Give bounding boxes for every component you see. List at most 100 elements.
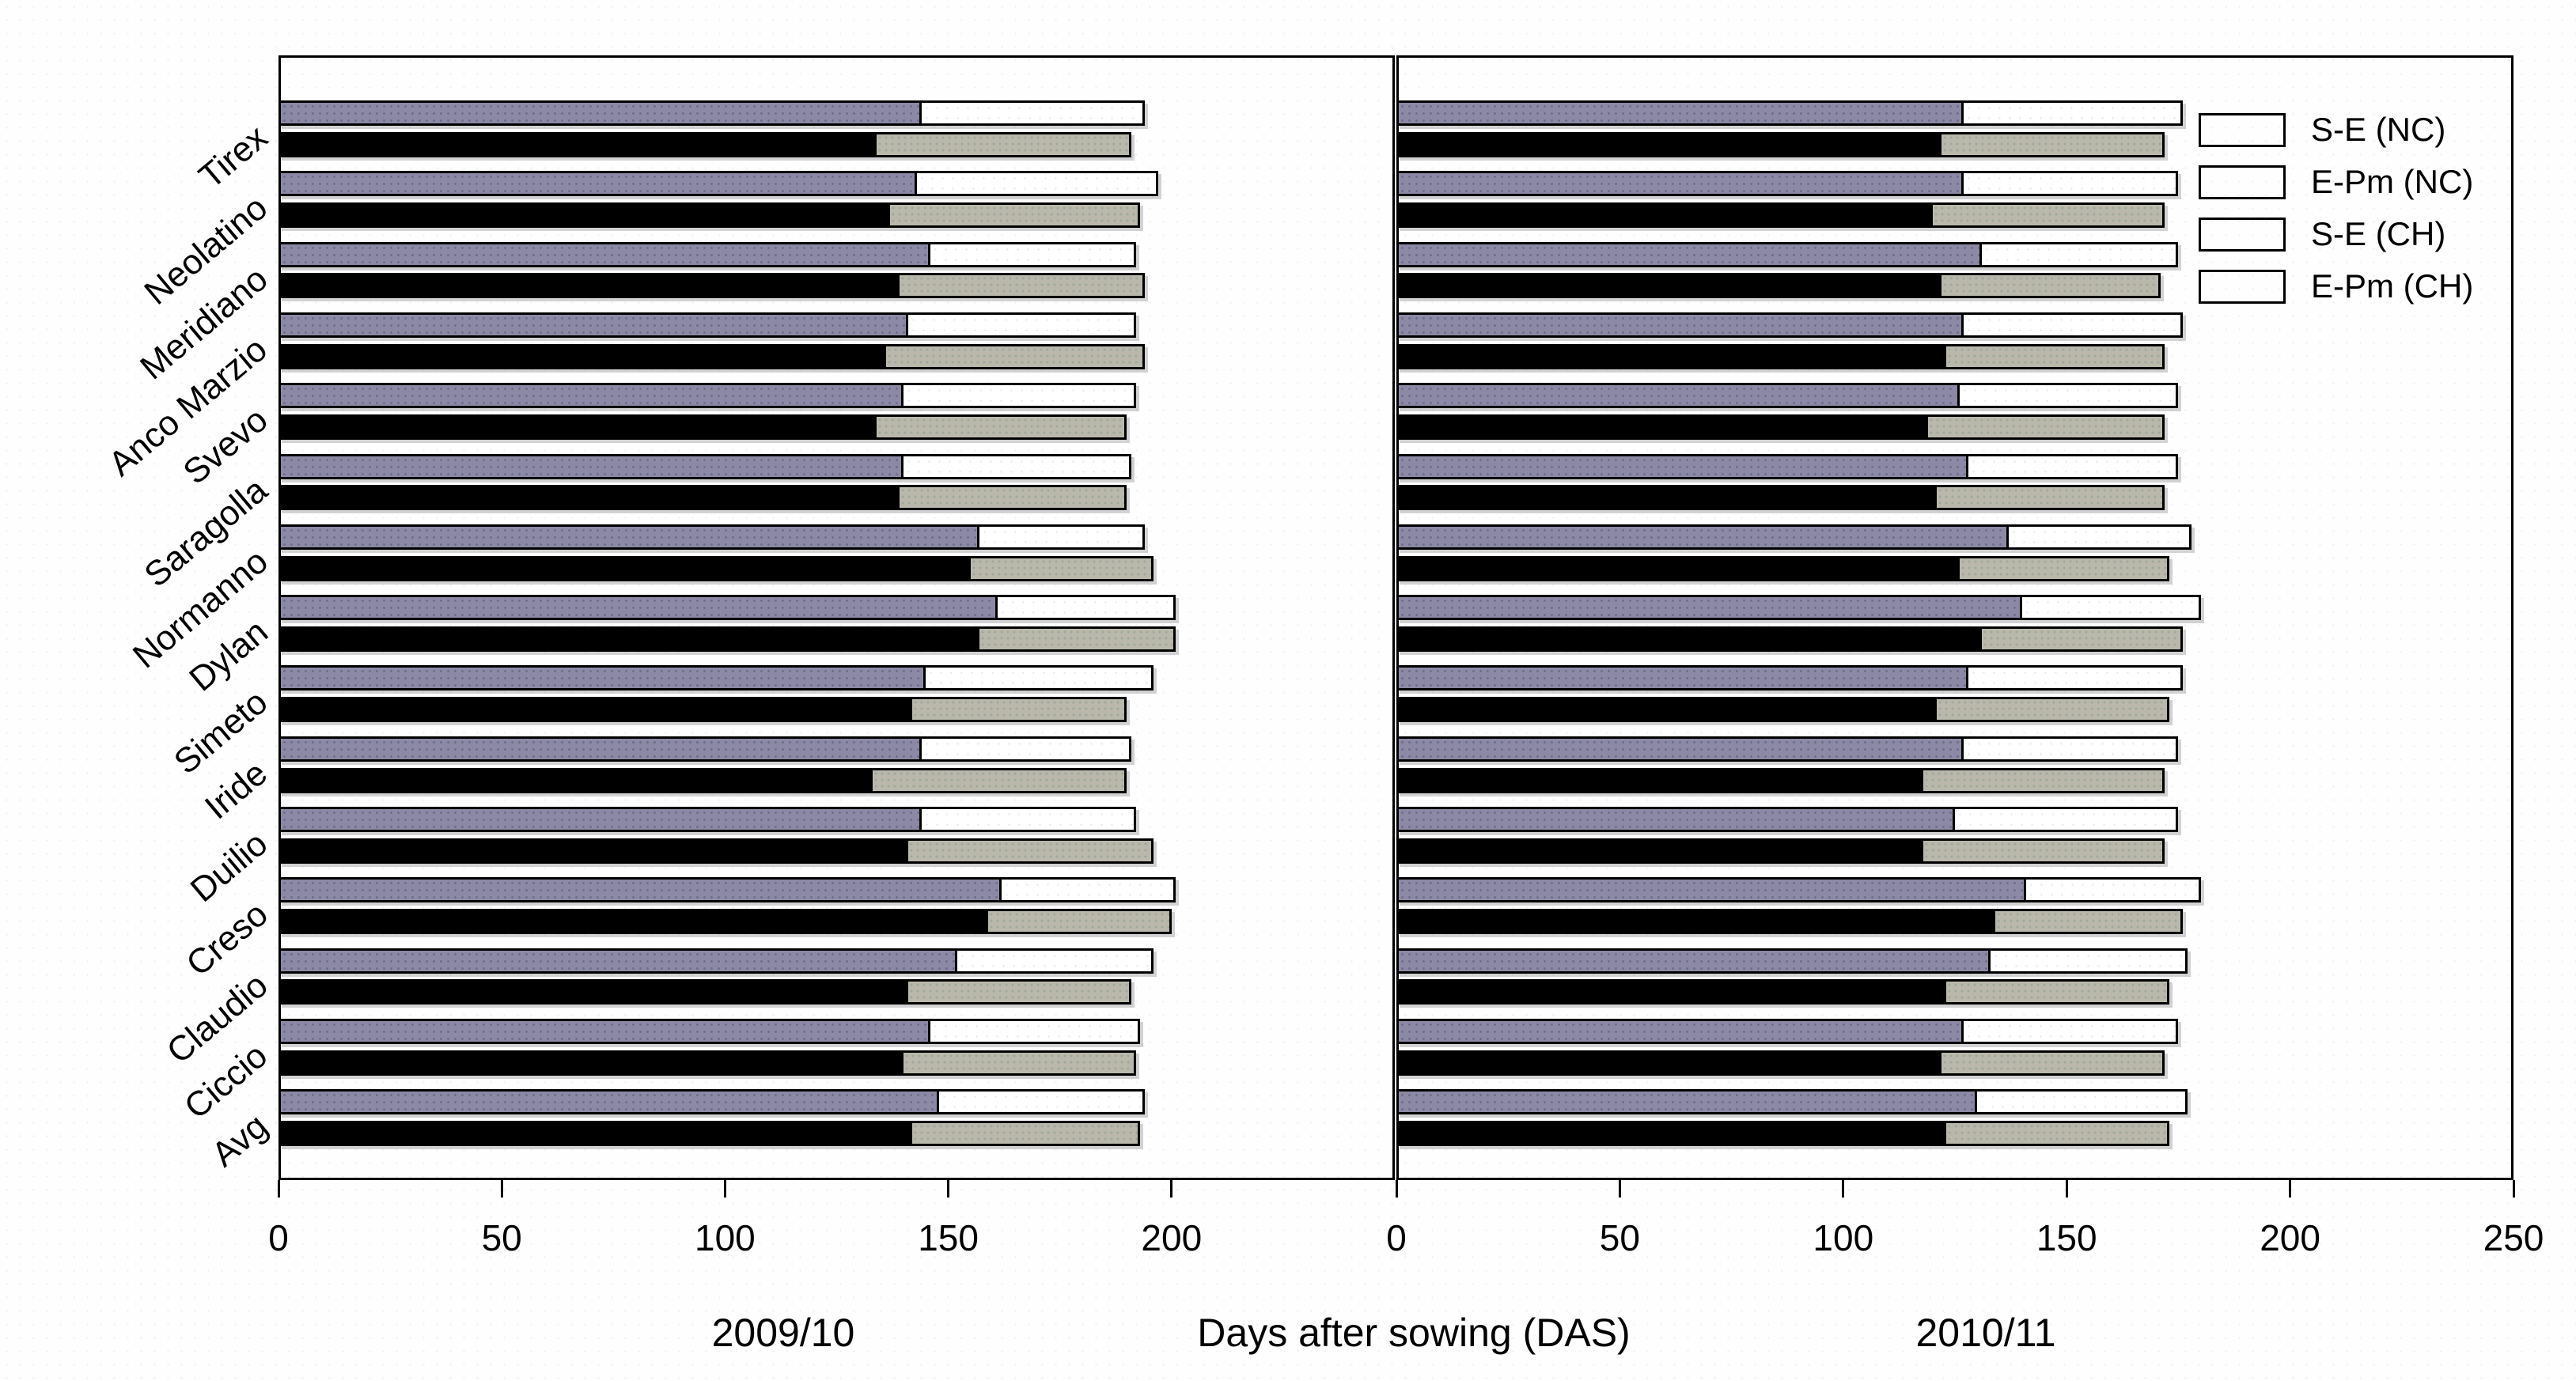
bar-2010-11-neolatino-ch-epm-segment [1930, 202, 2165, 229]
bar-2010-11-simeto-ch-epm-segment [1934, 697, 2170, 723]
bar-2010-11-svevo-ch [1396, 414, 2165, 440]
bar-2009-10-neolatino-ch [278, 202, 1141, 229]
bar-2009-10-normanno-nc-se-segment [278, 524, 980, 550]
bar-2010-11-tirex-nc [1396, 100, 2184, 126]
bar-2010-11-anco-marzio-ch-epm-segment [1943, 343, 2165, 369]
bar-2009-10-creso-ch-epm-segment [986, 909, 1172, 935]
bar-2009-10-normanno-nc [278, 524, 1145, 550]
bar-2010-11-saragolla-ch-epm-segment [1934, 485, 2165, 511]
x-tick-label-2009-10-100: 100 [695, 1217, 756, 1258]
bar-2010-11-neolatino-nc [1396, 171, 2179, 197]
bar-2010-11-anco-marzio-nc [1396, 312, 2184, 338]
bar-2010-11-tirex-nc-epm-segment [1961, 100, 2184, 126]
x-tick-2009-10-0 [277, 1180, 280, 1197]
bar-2009-10-neolatino-nc-epm-segment [915, 171, 1158, 197]
bar-2009-10-creso-nc-se-segment [278, 877, 1002, 903]
bar-2010-11-dylan-nc-se-segment [1396, 595, 2022, 621]
x-tick-label-2009-10-200: 200 [1141, 1217, 1203, 1258]
x-axis-title: Days after sowing (DAS) [1197, 1311, 1631, 1355]
bar-2010-11-saragolla-nc-se-segment [1396, 453, 1968, 479]
bar-2009-10-saragolla-ch [278, 485, 1127, 511]
bar-2010-11-iride-nc [1396, 736, 2179, 762]
bar-2010-11-claudio-ch-epm-segment [1943, 979, 2170, 1005]
bar-2010-11-duilio-ch-se-segment [1396, 838, 1924, 864]
bar-2009-10-ciccio-ch-se-segment [278, 1050, 904, 1076]
bar-2010-11-normanno-ch-epm-segment [1957, 555, 2170, 581]
bar-2010-11-avg-ch-epm-segment [1943, 1121, 2170, 1146]
bar-2010-11-svevo-ch-epm-segment [1926, 414, 2165, 440]
bar-2009-10-meridiano-nc [278, 241, 1136, 267]
bar-2010-11-simeto-ch-se-segment [1396, 697, 1938, 723]
bar-2010-11-avg-nc-se-segment [1396, 1089, 1978, 1115]
legend-label-s-e-ch-: S-E (CH) [2311, 215, 2446, 252]
x-tick-2009-10-200 [1170, 1180, 1173, 1197]
x-tick-label-2010-11-200: 200 [2260, 1217, 2320, 1258]
bar-2009-10-claudio-ch-epm-segment [905, 979, 1131, 1005]
bar-2010-11-saragolla-nc-epm-segment [1965, 453, 2179, 479]
bar-2009-10-anco-marzio-ch [278, 343, 1145, 369]
x-tick-2009-10-100 [723, 1180, 726, 1197]
bar-2010-11-normanno-nc-se-segment [1396, 524, 2009, 550]
bar-2010-11-neolatino-ch [1396, 202, 2165, 229]
bar-2009-10-meridiano-ch-epm-segment [896, 273, 1145, 299]
bar-2009-10-simeto-ch [278, 697, 1127, 723]
bar-2010-11-duilio-ch-epm-segment [1921, 838, 2165, 864]
bar-2010-11-meridiano-nc [1396, 241, 2179, 267]
bar-2009-10-meridiano-nc-epm-segment [928, 241, 1136, 267]
bar-2009-10-anco-marzio-ch-epm-segment [883, 343, 1145, 369]
legend-label-e-pm-ch-: E-Pm (CH) [2311, 267, 2474, 305]
bar-2010-11-svevo-nc-se-segment [1396, 383, 1960, 409]
bar-2009-10-duilio-nc-se-segment [278, 807, 922, 832]
bar-2010-11-ciccio-ch [1396, 1050, 2165, 1076]
x-tick-label-2010-11-150: 150 [2036, 1217, 2097, 1258]
right-panel-season-caption: 2010/11 [1915, 1311, 2056, 1355]
bar-2009-10-iride-nc [278, 736, 1131, 762]
bar-2009-10-iride-nc-se-segment [278, 736, 922, 762]
bar-2009-10-ciccio-nc-se-segment [278, 1018, 931, 1044]
bar-2009-10-duilio-nc-epm-segment [919, 807, 1136, 832]
bar-2009-10-anco-marzio-nc [278, 312, 1136, 338]
bar-2009-10-creso-nc [278, 877, 1176, 903]
bar-2010-11-normanno-nc-epm-segment [2006, 524, 2192, 550]
bar-2009-10-normanno-nc-epm-segment [977, 524, 1145, 550]
bar-2010-11-iride-ch [1396, 767, 2165, 793]
bar-2009-10-saragolla-ch-se-segment [278, 485, 900, 511]
bar-2009-10-svevo-ch-se-segment [278, 414, 877, 440]
bar-2009-10-simeto-nc-epm-segment [923, 665, 1154, 691]
bar-2010-11-saragolla-nc [1396, 453, 2179, 479]
bar-2009-10-neolatino-ch-epm-segment [888, 202, 1141, 229]
bar-2010-11-iride-nc-se-segment [1396, 736, 1964, 762]
bar-2009-10-avg-ch [278, 1121, 1141, 1146]
bar-2009-10-ciccio-nc [278, 1018, 1141, 1044]
x-tick-2010-11-200 [2289, 1180, 2292, 1197]
bar-2010-11-claudio-nc-epm-segment [1988, 948, 2188, 974]
legend-swatch-s-e-nc- [2199, 113, 2286, 147]
bar-2010-11-dylan-nc [1396, 595, 2201, 621]
bar-2010-11-duilio-nc [1396, 807, 2179, 832]
bar-2009-10-duilio-ch-se-segment [278, 838, 908, 864]
bar-2010-11-anco-marzio-ch-se-segment [1396, 343, 1946, 369]
legend-swatch-s-e-ch- [2199, 218, 2286, 252]
bar-2009-10-tirex-nc-epm-segment [919, 100, 1145, 126]
bar-2009-10-claudio-nc-epm-segment [954, 948, 1154, 974]
x-tick-label-2010-11-250: 250 [2483, 1217, 2544, 1258]
bar-2009-10-duilio-ch [278, 838, 1154, 864]
x-tick-label-2010-11-50: 50 [1599, 1217, 1640, 1258]
y-category-label-tirex: Tirex [191, 117, 275, 197]
bar-2009-10-claudio-nc-se-segment [278, 948, 957, 974]
bar-2010-11-saragolla-ch [1396, 485, 2165, 511]
bar-2010-11-iride-ch-se-segment [1396, 767, 1924, 793]
x-tick-2009-10-50 [500, 1180, 503, 1197]
bar-2010-11-iride-ch-epm-segment [1921, 767, 2165, 793]
bar-2010-11-avg-nc [1396, 1089, 2188, 1115]
bar-2010-11-creso-ch-epm-segment [1992, 909, 2184, 935]
bar-2010-11-normanno-nc [1396, 524, 2192, 550]
bar-2010-11-creso-ch [1396, 909, 2184, 935]
bar-2009-10-neolatino-nc-se-segment [278, 171, 918, 197]
bar-2009-10-simeto-nc [278, 665, 1154, 691]
bar-2010-11-ciccio-ch-epm-segment [1939, 1050, 2165, 1076]
bar-2009-10-normanno-ch [278, 555, 1154, 581]
bar-2009-10-duilio-ch-epm-segment [905, 838, 1154, 864]
bar-2010-11-simeto-ch [1396, 697, 2170, 723]
